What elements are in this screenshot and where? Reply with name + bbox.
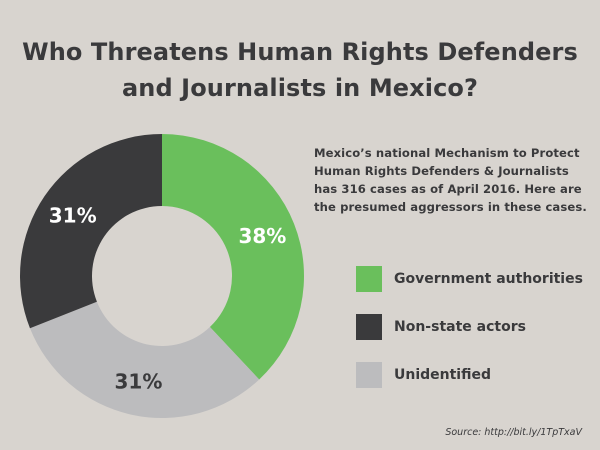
chart-title-line-2: and Journalists in Mexico? (121, 74, 479, 102)
donut-slice-government-authorities (162, 134, 304, 380)
source-note: Source: http://bit.ly/1TpTxaV (445, 427, 582, 438)
legend-swatch-government-authorities (356, 266, 382, 292)
donut-slice-non-state-actors (20, 134, 163, 329)
legend-label-non-state-actors: Non-state actors (394, 319, 526, 335)
legend-label-government-authorities: Government authorities (394, 271, 583, 287)
legend-swatch-non-state-actors (356, 314, 382, 340)
donut-slice-unidentified (29, 301, 260, 418)
data-label-unidentified: 31% (115, 369, 163, 393)
data-label-non-state-actors: 31% (49, 203, 97, 227)
legend-swatch-unidentified (356, 362, 382, 388)
data-label-government-authorities: 38% (238, 224, 286, 248)
chart-description: Mexico’s national Mechanism to Protect H… (314, 146, 587, 214)
legend-label-unidentified: Unidentified (394, 367, 492, 383)
chart-title-line-1: Who Threatens Human Rights Defenders (22, 38, 578, 66)
chart-title: Who Threatens Human Rights Defenders and… (0, 34, 600, 106)
